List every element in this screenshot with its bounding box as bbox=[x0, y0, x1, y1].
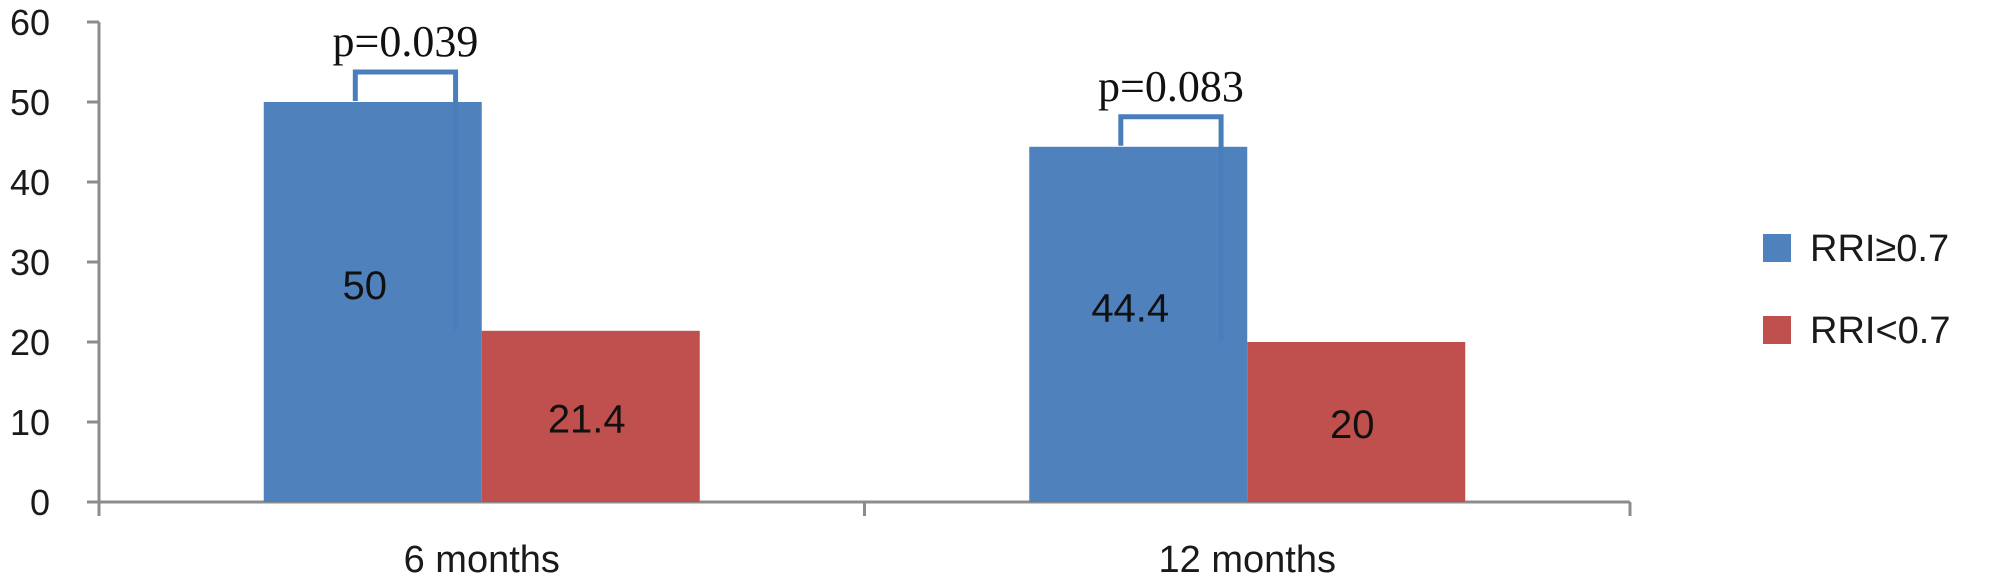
significance-brackets bbox=[352, 69, 1224, 341]
y-tick-label: 10 bbox=[10, 402, 50, 443]
legend-swatch-1 bbox=[1763, 234, 1791, 262]
bar-rri-high-1 bbox=[263, 102, 482, 502]
legend-label-1: RRI≥0.7 bbox=[1810, 228, 1949, 270]
p-value-label-2: p=0.083 bbox=[1098, 62, 1244, 111]
chart-bars bbox=[263, 102, 1466, 503]
x-tick-label: 12 months bbox=[1159, 539, 1336, 581]
y-tick-label: 40 bbox=[10, 162, 50, 203]
chart-legend: RRI≥0.7 RRI<0.7 bbox=[1763, 228, 1950, 352]
y-tick-label: 30 bbox=[10, 242, 50, 283]
data-label-rri-low-1: 21.4 bbox=[548, 397, 626, 441]
significance-bracket-1 bbox=[352, 69, 459, 330]
data-label-rri-low-2: 20 bbox=[1330, 403, 1375, 447]
legend-swatch-2 bbox=[1763, 316, 1791, 344]
y-tick-label: 50 bbox=[10, 82, 50, 123]
bar-rri-low-2 bbox=[1247, 342, 1466, 502]
bar-rri-high-2 bbox=[1029, 146, 1248, 503]
y-tick-label: 20 bbox=[10, 322, 50, 363]
x-tick-label: 6 months bbox=[404, 539, 560, 581]
legend-label-2: RRI<0.7 bbox=[1810, 310, 1950, 352]
p-value-label-1: p=0.039 bbox=[333, 17, 479, 66]
bar-rri-low-1 bbox=[481, 330, 700, 502]
y-tick-label: 0 bbox=[30, 482, 50, 523]
significance-bracket-2 bbox=[1118, 114, 1224, 341]
data-label-rri-high-1: 50 bbox=[343, 264, 388, 308]
y-tick-label: 60 bbox=[10, 2, 50, 43]
data-label-rri-high-2: 44.4 bbox=[1091, 286, 1169, 330]
chart-labels: 0 10 20 30 40 50 60 50 21.4 p=0.039 6 months 44.4 20… bbox=[10, 2, 1375, 581]
